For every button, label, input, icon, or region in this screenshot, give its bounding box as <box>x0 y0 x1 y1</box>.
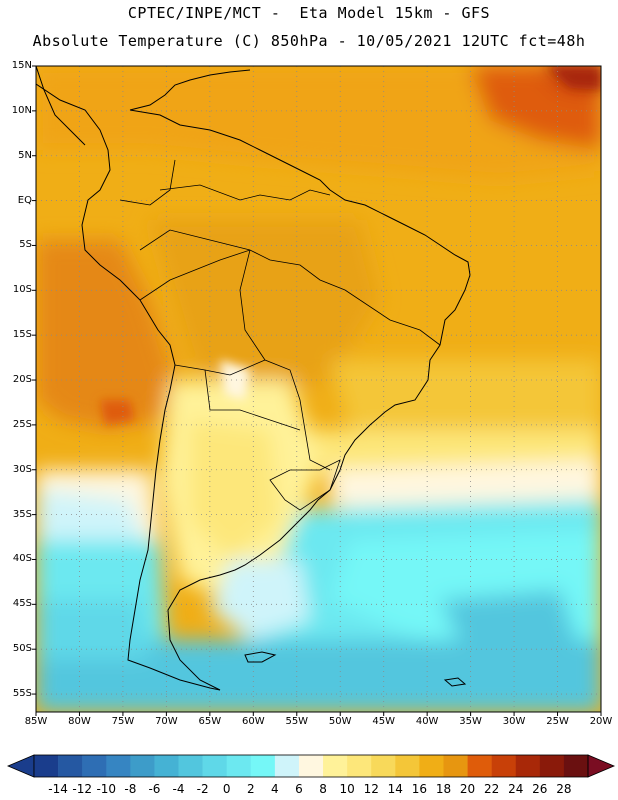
colorbar-swatch <box>274 755 300 777</box>
lat-label: 30S <box>12 463 32 475</box>
lon-label: 30W <box>502 716 526 727</box>
colorbar-label: -2 <box>196 782 209 796</box>
colorbar-swatch <box>419 755 444 777</box>
colorbar-label: 20 <box>459 782 476 796</box>
colorbar-swatch <box>154 755 179 777</box>
colorbar-label: -8 <box>124 782 137 796</box>
colorbar-label: 6 <box>295 782 303 796</box>
lat-label: 10S <box>12 284 32 296</box>
colorbar-swatch <box>395 755 420 777</box>
colorbar-swatch <box>106 755 131 777</box>
lat-label: 20S <box>12 374 32 386</box>
colorbar-swatch <box>467 755 492 777</box>
colorbar-swatch <box>539 755 565 777</box>
colorbar-swatch <box>298 755 324 777</box>
colorbar-label: -14 <box>48 782 68 796</box>
colorbar-over-arrow <box>587 754 616 778</box>
lat-label: 50S <box>12 643 32 655</box>
colorbar-swatch <box>226 755 252 777</box>
colorbar-swatch <box>58 755 83 777</box>
coastlines <box>36 66 471 691</box>
axis-ticks <box>32 65 602 716</box>
lat-label: EQ <box>17 194 32 206</box>
colorbar-label: 22 <box>484 782 500 796</box>
lat-label: 55S <box>12 688 32 700</box>
colorbar-label: -6 <box>148 782 161 796</box>
lat-label: 5S <box>19 239 32 251</box>
colorbar-swatch <box>515 755 541 777</box>
lon-label: 65W <box>198 716 222 727</box>
colorbar-swatch <box>82 755 107 777</box>
colorbar-label: 2 <box>246 782 255 796</box>
colorbar-swatch <box>130 755 155 777</box>
colorbar-swatch <box>34 755 59 777</box>
colorbar-label: 24 <box>508 782 524 796</box>
colorbar-swatch <box>443 755 468 777</box>
chart-title-line2: Absolute Temperature (C) 850hPa - 10/05/… <box>32 32 586 50</box>
lon-label: 60W <box>241 716 265 727</box>
lat-label: 25S <box>12 418 32 430</box>
lat-label: 15N <box>11 60 32 71</box>
lon-label: 50W <box>328 716 352 727</box>
colorbar-swatch <box>347 755 372 777</box>
colorbar-label: 10 <box>339 782 355 796</box>
lon-label: 80W <box>68 716 91 727</box>
lat-label: 15S <box>12 329 32 341</box>
colorbar-label: 16 <box>411 782 428 796</box>
colorbar-label: 4 <box>271 782 279 796</box>
lon-label: 25W <box>546 716 569 727</box>
colorbar-label: 14 <box>387 782 403 796</box>
colorbar-label: 8 <box>319 782 327 796</box>
lat-label: 35S <box>12 508 32 520</box>
colorbar-label: 0 <box>222 782 231 796</box>
colorbar-label: 12 <box>363 782 379 796</box>
colorbar-swatch <box>250 755 276 777</box>
colorbar-swatch <box>491 755 517 777</box>
lon-label: 45W <box>372 716 395 727</box>
colorbar-label: -4 <box>172 782 185 796</box>
gridlines <box>36 66 601 712</box>
colorbar-outline <box>33 754 589 778</box>
temperature-field <box>36 66 601 712</box>
lon-label: 70W <box>155 716 178 727</box>
colorbar-under-arrow <box>6 754 35 778</box>
colorbar-swatch <box>323 755 348 777</box>
colorbar-label: -10 <box>96 782 117 796</box>
lat-label: 40S <box>12 553 32 565</box>
colorbar-label: 18 <box>435 782 452 796</box>
lat-label: 45S <box>12 598 32 610</box>
lon-label: 35W <box>459 716 482 727</box>
colorbar-swatch <box>563 755 589 777</box>
lon-label: 75W <box>111 716 135 727</box>
country-borders <box>119 159 441 511</box>
colorbar-label: 26 <box>532 782 548 796</box>
colorbar <box>6 754 616 778</box>
lon-label: 55W <box>285 716 309 727</box>
colorbar-swatch <box>371 755 396 777</box>
colorbar-label: 28 <box>556 782 572 796</box>
colorbar-label: -12 <box>72 782 92 796</box>
lon-label: 40W <box>415 716 439 727</box>
lat-label: 10N <box>11 104 32 116</box>
lat-label: 5N <box>18 149 32 161</box>
colorbar-swatch <box>202 755 227 777</box>
map-frame <box>35 65 602 713</box>
lon-label: 85W <box>24 716 48 727</box>
lon-label: 20W <box>589 716 613 727</box>
chart-title-line1: CPTEC/INPE/MCT - Eta Model 15km - GFS <box>127 4 491 22</box>
colorbar-swatch <box>178 755 203 777</box>
